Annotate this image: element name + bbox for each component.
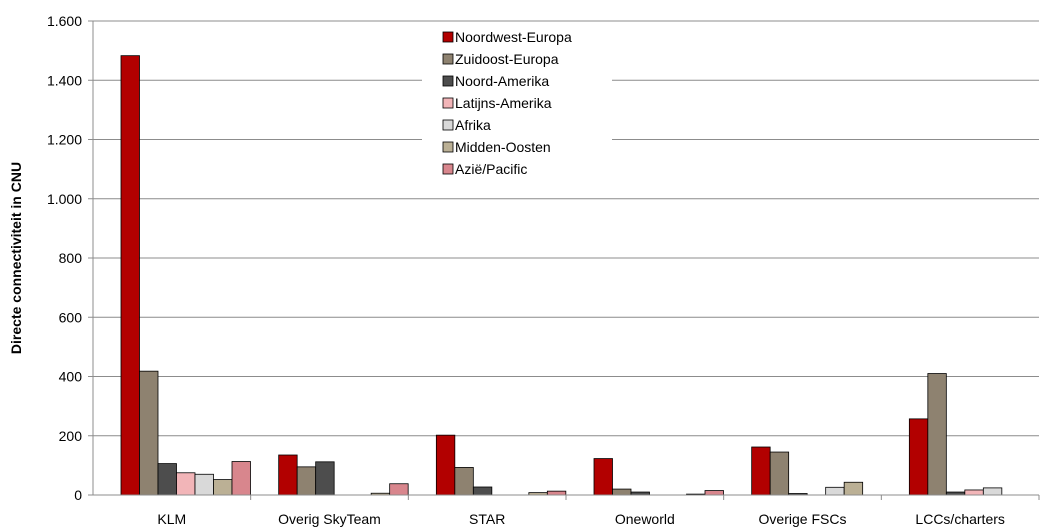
y-axis-label: Directe connectiviteit in CNU	[8, 162, 24, 354]
bar-noordwest-europa	[120, 55, 140, 496]
y-tick-label: 1.400	[47, 72, 82, 88]
bar-azi-pacific	[546, 490, 567, 496]
legend-label: Afrika	[455, 117, 491, 133]
legend-label: Noord-Amerika	[455, 73, 549, 89]
bar-midden-oosten	[843, 481, 864, 496]
bar-noordwest-europa	[435, 434, 456, 496]
legend-background	[422, 23, 612, 183]
bar-azi-pacific	[389, 483, 409, 496]
bar-noord-amerika	[472, 486, 493, 496]
y-tick-label: 1.600	[47, 13, 82, 29]
legend-swatch	[442, 75, 454, 87]
y-tick-label: 600	[59, 309, 83, 325]
legend-swatch	[442, 97, 454, 109]
bar-noord-amerika	[315, 461, 335, 496]
y-tick-label: 400	[59, 369, 83, 385]
legend-swatch	[442, 163, 454, 175]
x-tick-label: Oneworld	[615, 511, 675, 527]
y-tick-label: 200	[59, 428, 83, 444]
legend-label: Azië/Pacific	[455, 161, 527, 177]
legend-swatch	[442, 141, 454, 153]
bar-zuidoost-europa	[454, 467, 474, 496]
bar-azi-pacific	[704, 490, 724, 496]
legend-label: Latijns-Amerika	[455, 95, 552, 111]
bar-noordwest-europa	[908, 418, 929, 496]
y-tick-label: 800	[59, 250, 83, 266]
bar-noordwest-europa	[278, 454, 298, 496]
bar-azi-pacific	[231, 461, 251, 496]
x-tick-label: STAR	[469, 511, 505, 527]
bar-midden-oosten	[213, 479, 233, 496]
legend-swatch	[442, 53, 454, 65]
legend-label: Midden-Oosten	[455, 139, 551, 155]
bar-zuidoost-europa	[769, 451, 790, 496]
legend-label: Zuidoost-Europa	[455, 51, 559, 67]
bar-afrika	[825, 486, 845, 496]
bar-latijns-amerika	[964, 489, 984, 496]
legend-label: Noordwest-Europa	[455, 29, 572, 45]
bar-zuidoost-europa	[927, 373, 947, 496]
y-axis-ticks: 0 200 400 600 800 1.000 1.200 1.400 1.600	[47, 13, 93, 503]
bar-noord-amerika	[157, 463, 177, 496]
x-tick-label: Overig SkyTeam	[278, 511, 381, 527]
legend: Noordwest-Europa Zuidoost-Europa Noord-Ame…	[422, 23, 612, 183]
x-axis-ticks: KLM Overig SkyTeam STAR Oneworld Overige FSC…	[157, 495, 1040, 527]
bar-zuidoost-europa	[612, 488, 632, 496]
bar-afrika	[194, 473, 214, 496]
bar-zuidoost-europa	[139, 370, 159, 496]
y-tick-label: 0	[74, 487, 82, 503]
x-tick-label: LCCs/charters	[915, 511, 1004, 527]
bar-noordwest-europa	[593, 458, 613, 496]
legend-swatch	[442, 119, 454, 131]
y-tick-label: 1.200	[47, 132, 82, 148]
y-tick-label: 1.000	[47, 191, 82, 207]
bar-afrika	[982, 487, 1003, 496]
bar-latijns-amerika	[176, 472, 196, 496]
x-tick-label: Overige FSCs	[759, 511, 847, 527]
legend-swatch	[442, 31, 454, 43]
bar-zuidoost-europa	[296, 466, 317, 496]
x-tick-label: KLM	[157, 511, 186, 527]
bar-noordwest-europa	[751, 446, 771, 496]
